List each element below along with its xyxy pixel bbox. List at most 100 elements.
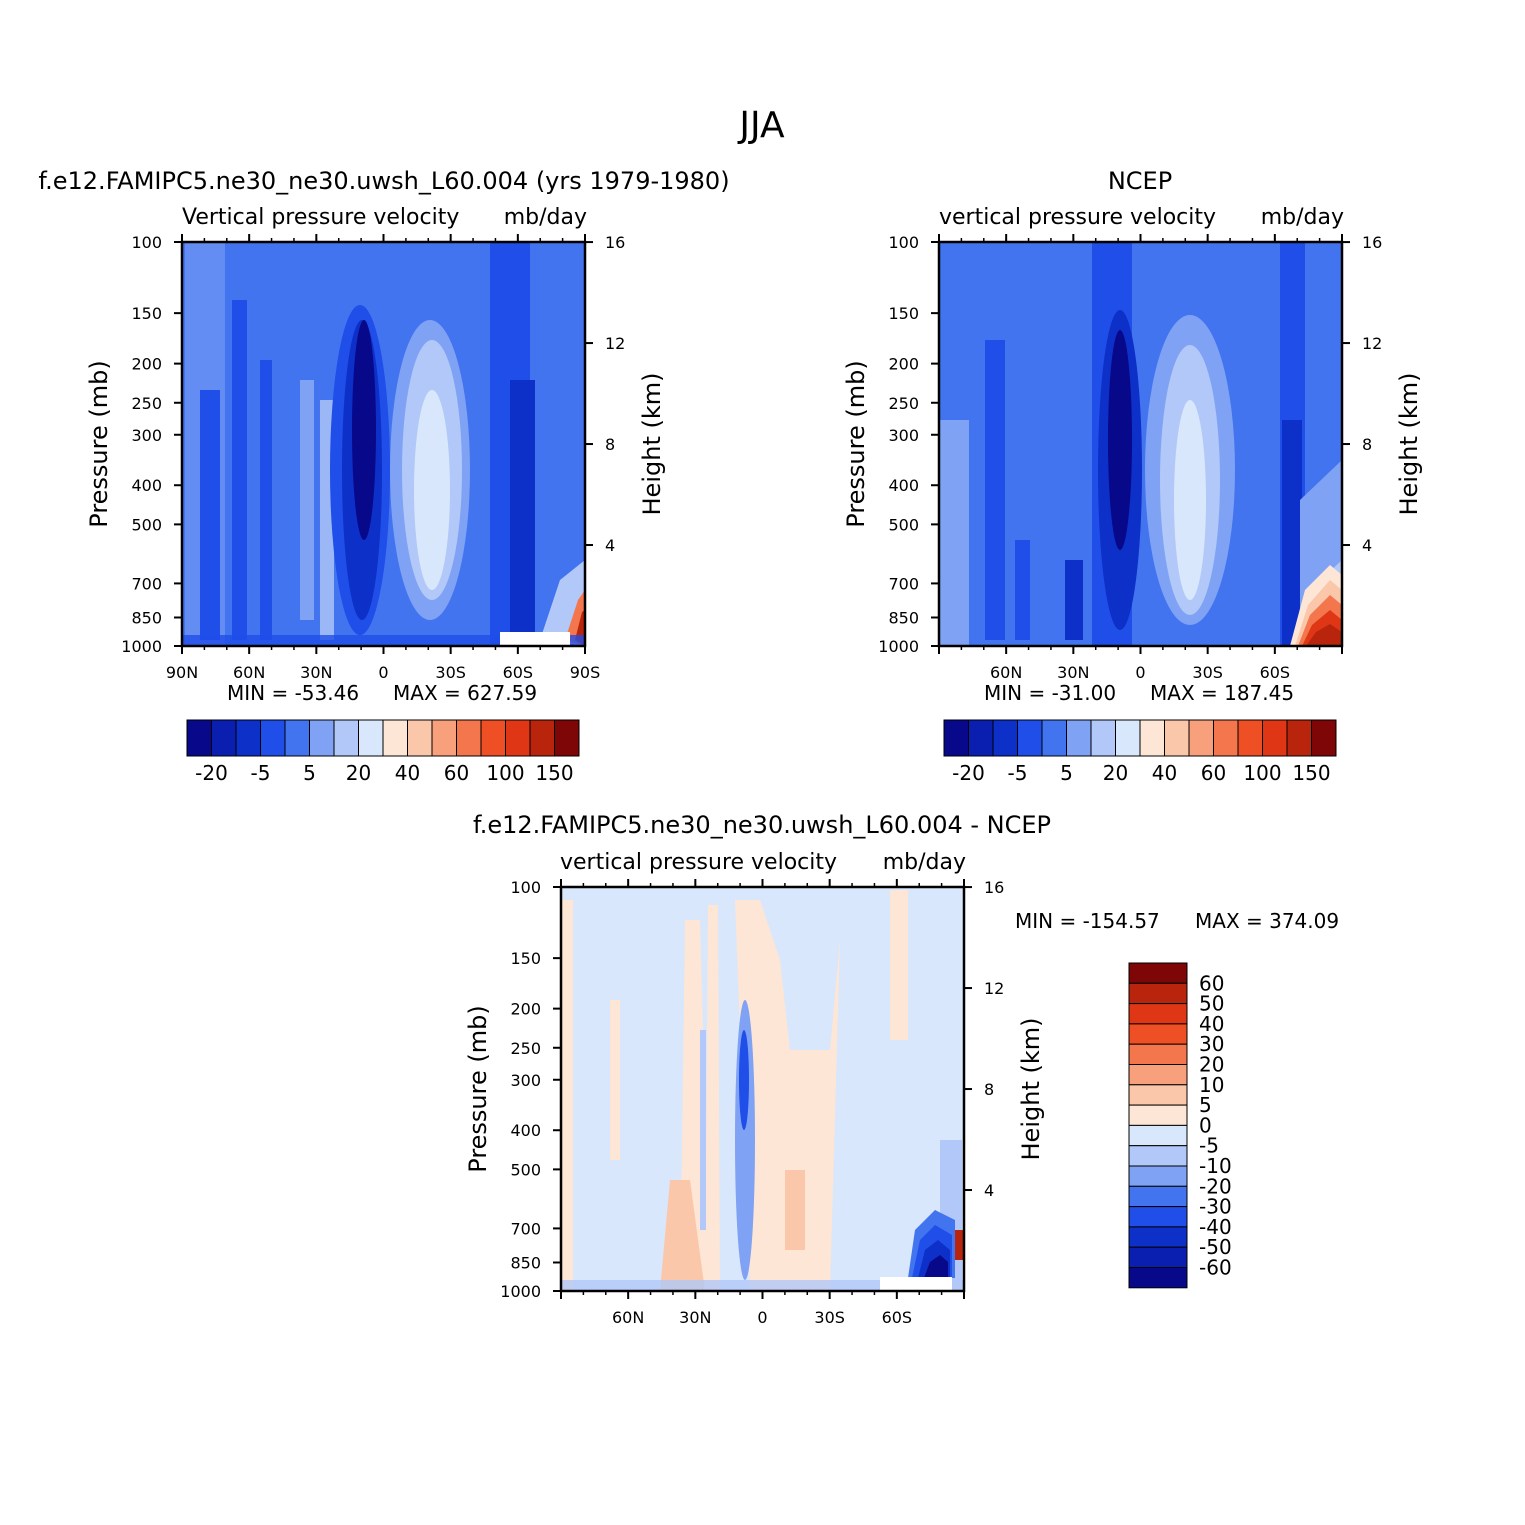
colorbar-box (505, 719, 531, 757)
lat-tick-label: 0 (378, 663, 388, 682)
lat-tick-label: 60N (233, 663, 265, 682)
lat-tick-label: 30N (679, 1308, 711, 1327)
colorbar-box (1128, 962, 1188, 984)
panel-diff-field (561, 887, 964, 1291)
pressure-tick-label: 400 (510, 1121, 541, 1140)
lat-tick-label: 60S (1260, 663, 1291, 682)
colorbar-box (284, 719, 310, 757)
pressure-tick-label: 500 (131, 515, 162, 534)
colorbar-box (211, 719, 237, 757)
lat-tick-label: 30S (1192, 663, 1223, 682)
axes-model: 100 150 200 250 300 400 500 700 850 1000 16 12 8 4 90N… (85, 233, 666, 682)
colorbar-label: 0 (1199, 1113, 1212, 1137)
lat-tick-label: 60S (503, 663, 534, 682)
colorbar-box (943, 719, 969, 757)
height-tick-label: 8 (605, 435, 615, 454)
colorbar-box (1128, 982, 1188, 1005)
pressure-tick-label: 250 (131, 394, 162, 413)
colorbar-box (968, 719, 994, 757)
colorbar-label: 5 (1199, 1093, 1212, 1117)
panel-model: f.e12.FAMIPC5.ne30_ne30.uwsh_L60.004 (yr… (38, 167, 730, 648)
panel-obs-right-label: mb/day (1261, 205, 1344, 230)
pressure-tick-label: 300 (131, 426, 162, 445)
colorbar-box (529, 719, 555, 757)
colorbar-layer: -20 -5 5 20 40 60 100 150 -20 -5 5 20 40 60 100 1506050… (186, 719, 1337, 1289)
colorbar-box (1128, 1043, 1188, 1065)
panel-diff-max: MAX = 374.09 (1195, 909, 1339, 933)
panel-model-min: MIN = -53.46 (227, 681, 359, 705)
panel-model-field (182, 242, 585, 646)
colorbar-obs: -20 -5 5 20 40 60 100 150 (943, 719, 1337, 785)
colorbar-label: -5 (1008, 761, 1028, 785)
colorbar-box (333, 719, 359, 757)
lat-tick-label: 30S (435, 663, 466, 682)
colorbar-label: 60 (1201, 761, 1226, 785)
height-tick-label: 8 (1362, 435, 1372, 454)
colorbar-label: -30 (1199, 1195, 1232, 1219)
pressure-tick-label: 850 (131, 608, 162, 627)
colorbar-box (1128, 1023, 1188, 1045)
panel-diff-min: MIN = -154.57 (1015, 909, 1160, 933)
colorbar-label: 40 (1199, 1012, 1224, 1036)
colorbar-box (1237, 719, 1263, 757)
axes-layer: 100150200250300400500700850100016128490N… (85, 233, 1423, 1327)
colorbar-box (1090, 719, 1116, 757)
pressure-tick-label: 850 (888, 608, 919, 627)
colorbar-box (992, 719, 1018, 757)
colorbar-box (1262, 719, 1288, 757)
colorbar-label: 150 (1292, 761, 1330, 785)
height-tick-label: 12 (1362, 334, 1382, 353)
lat-tick-label: 60S (882, 1308, 913, 1327)
pressure-tick-label: 200 (888, 355, 919, 374)
colorbar-label: -20 (195, 761, 228, 785)
panel-model-right-label: mb/day (504, 205, 587, 230)
colorbar-box (554, 719, 580, 757)
colorbar-box (1128, 1185, 1188, 1208)
pressure-tick-label: 200 (510, 1000, 541, 1019)
lat-tick-label: 90N (166, 663, 198, 682)
pressure-tick-label: 1000 (878, 637, 919, 656)
colorbar-label: -5 (1199, 1134, 1219, 1158)
height-axis-label: Height (km) (638, 373, 666, 516)
lat-tick-label: 30N (1057, 663, 1089, 682)
colorbar-box (1128, 1206, 1188, 1228)
colorbar-box (358, 719, 384, 757)
colorbar-label: -5 (251, 761, 271, 785)
panel-obs-left-label: vertical pressure velocity (939, 205, 1216, 230)
colorbar-box (1128, 1064, 1188, 1086)
figure-title: JJA (737, 105, 785, 146)
colorbar-label: -20 (1199, 1174, 1232, 1198)
colorbar-box (1213, 719, 1239, 757)
pressure-tick-label: 250 (510, 1039, 541, 1058)
pressure-tick-label: 100 (888, 233, 919, 252)
colorbar-label: -40 (1199, 1215, 1232, 1239)
pressure-tick-label: 700 (131, 574, 162, 593)
panel-model-title: f.e12.FAMIPC5.ne30_ne30.uwsh_L60.004 (yr… (38, 167, 729, 195)
pressure-tick-label: 1000 (121, 637, 162, 656)
pressure-tick-label: 500 (888, 515, 919, 534)
lat-tick-label: 0 (1135, 663, 1145, 682)
colorbar-label: 50 (1199, 992, 1224, 1016)
colorbar-label: 40 (1152, 761, 1177, 785)
colorbar-label: 100 (486, 761, 524, 785)
colorbar-box (186, 719, 212, 757)
lat-tick-label: 0 (757, 1308, 767, 1327)
colorbar-label: 20 (1103, 761, 1128, 785)
lat-tick-label: 60N (990, 663, 1022, 682)
colorbar-box (309, 719, 335, 757)
colorbar-label: 30 (1199, 1032, 1224, 1056)
pressure-tick-label: 400 (131, 476, 162, 495)
height-tick-label: 4 (1362, 536, 1372, 555)
pressure-tick-label: 1000 (500, 1282, 541, 1301)
pressure-tick-label: 300 (888, 426, 919, 445)
colorbar-box (382, 719, 408, 757)
height-tick-label: 16 (1362, 233, 1382, 252)
colorbar-label: -20 (952, 761, 985, 785)
pressure-tick-label: 150 (131, 304, 162, 323)
colorbar-box (1311, 719, 1337, 757)
colorbar-box (1128, 1104, 1188, 1126)
height-tick-label: 16 (984, 878, 1004, 897)
pressure-tick-label: 500 (510, 1160, 541, 1179)
panel-model-max: MAX = 627.59 (393, 681, 537, 705)
